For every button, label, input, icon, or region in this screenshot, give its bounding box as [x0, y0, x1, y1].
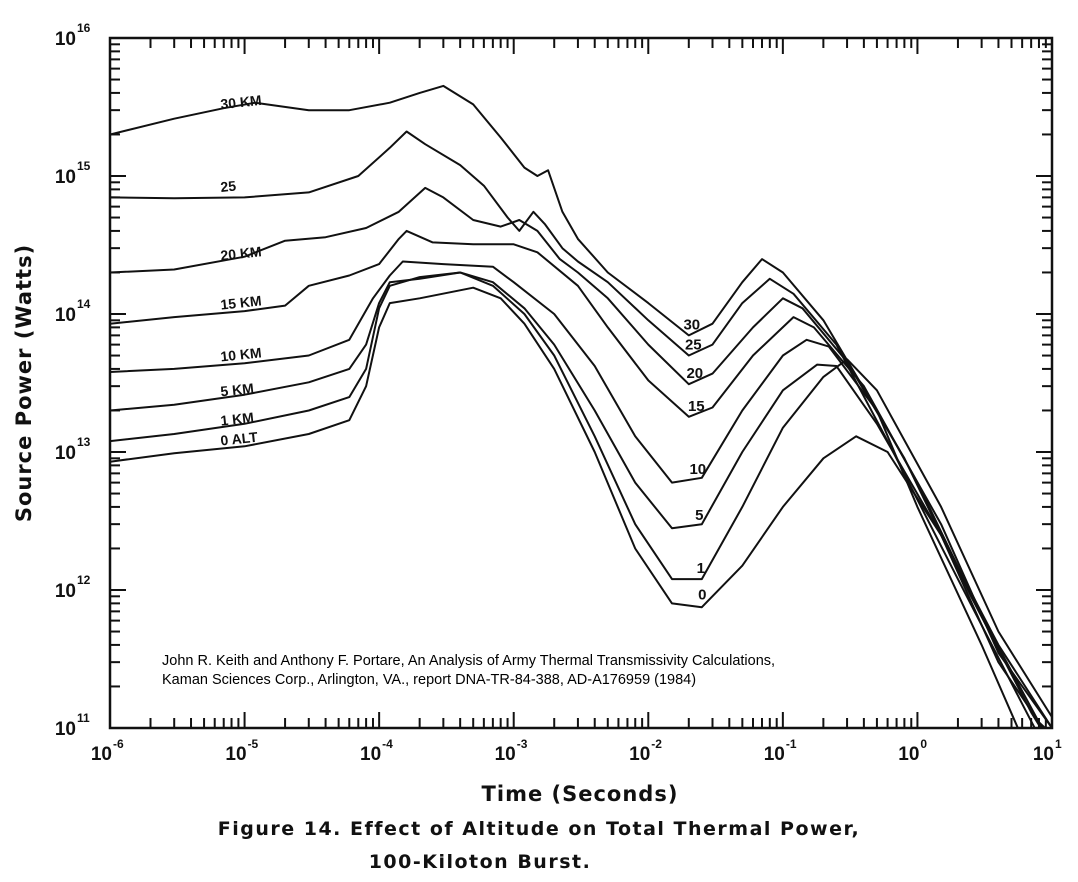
y-tick-exponent: 11 — [77, 711, 90, 725]
y-tick-base: 10 — [55, 29, 76, 50]
x-axis-title: Time (Seconds) — [482, 782, 679, 806]
series-right-label: 20 — [686, 365, 703, 382]
citation-line-1: John R. Keith and Anthony F. Portare, An… — [162, 653, 776, 669]
y-tick-exponent: 14 — [77, 297, 91, 311]
x-tick-label: 10 -6 — [91, 737, 124, 765]
y-tick-base: 10 — [55, 719, 76, 740]
x-tick-exponent: -2 — [651, 737, 662, 751]
citation-line-2: Kaman Sciences Corp., Arlington, VA., re… — [162, 672, 697, 688]
series-right-label: 5 — [695, 507, 703, 524]
series-right-label: 25 — [685, 337, 702, 354]
x-tick-exponent: -4 — [382, 737, 393, 751]
series-right-label: 1 — [697, 560, 705, 577]
y-tick-base: 10 — [55, 167, 76, 188]
series-line — [110, 130, 1036, 728]
series-line — [110, 286, 1052, 728]
x-tick-label: 10 1 — [1033, 737, 1062, 765]
x-tick-exponent: -5 — [248, 737, 259, 751]
x-tick-base: 10 — [225, 744, 246, 765]
x-tick-exponent: 1 — [1055, 737, 1062, 751]
series-line — [110, 229, 1047, 728]
series-line — [110, 271, 1052, 719]
figure-caption-line-2: 100-Kiloton Burst. — [368, 851, 592, 873]
series-line — [110, 186, 1042, 728]
plot-frame — [108, 36, 1054, 730]
y-tick-exponent: 13 — [77, 435, 91, 449]
series-left-label: 15 KM — [220, 292, 263, 312]
x-tick-exponent: -3 — [517, 737, 528, 751]
x-tick-labels: 10 -6 10 -5 10 -4 10 -3 10 -2 10 -1 10 0 10 1 — [91, 737, 1062, 765]
series-left-label: 1 KM — [220, 409, 255, 428]
series-line — [110, 84, 1019, 728]
x-tick-label: 10 0 — [898, 737, 927, 765]
x-tick-base: 10 — [1033, 744, 1054, 765]
x-tick-label: 10 -5 — [225, 737, 258, 765]
series-left-label: 25 — [220, 177, 237, 195]
figure-caption-line-1: Figure 14. Effect of Altitude on Total T… — [217, 818, 861, 840]
series-left-label: 10 KM — [220, 344, 263, 364]
x-tick-exponent: -6 — [113, 737, 124, 751]
series-right-label: 30 — [683, 316, 700, 333]
series-left-label: 0 ALT — [220, 429, 259, 449]
x-tick-base: 10 — [629, 744, 650, 765]
x-tick-base: 10 — [91, 744, 112, 765]
citation: John R. Keith and Anthony F. Portare, An… — [162, 652, 922, 690]
x-tick-label: 10 -4 — [360, 737, 393, 765]
x-tick-exponent: -1 — [786, 737, 797, 751]
series-left-label: 5 KM — [220, 380, 255, 399]
x-tick-exponent: 0 — [920, 737, 927, 751]
series-right-label: 10 — [689, 461, 706, 478]
series-left-label: 30 KM — [220, 92, 263, 112]
series-left-label: 20 KM — [220, 243, 263, 263]
y-tick-base: 10 — [55, 581, 76, 602]
x-tick-base: 10 — [360, 744, 381, 765]
series-line — [110, 260, 1052, 728]
x-tick-label: 10 -2 — [629, 737, 662, 765]
y-tick-base: 10 — [55, 305, 76, 326]
axis-ticks — [109, 38, 1052, 729]
series-line — [110, 271, 1045, 728]
y-tick-exponent: 12 — [77, 573, 91, 587]
y-tick-exponent: 15 — [77, 159, 91, 173]
series-right-label: 15 — [688, 398, 705, 415]
series-lines — [110, 84, 1052, 728]
y-tick-base: 10 — [55, 443, 76, 464]
series-right-label: 0 — [698, 587, 706, 604]
x-tick-base: 10 — [764, 744, 785, 765]
x-tick-label: 10 -1 — [764, 737, 797, 765]
x-tick-base: 10 — [898, 744, 919, 765]
y-axis-title: Source Power (Watts) — [12, 244, 36, 522]
x-tick-base: 10 — [495, 744, 516, 765]
x-tick-label: 10 -3 — [495, 737, 528, 765]
y-tick-exponent: 16 — [77, 21, 91, 35]
